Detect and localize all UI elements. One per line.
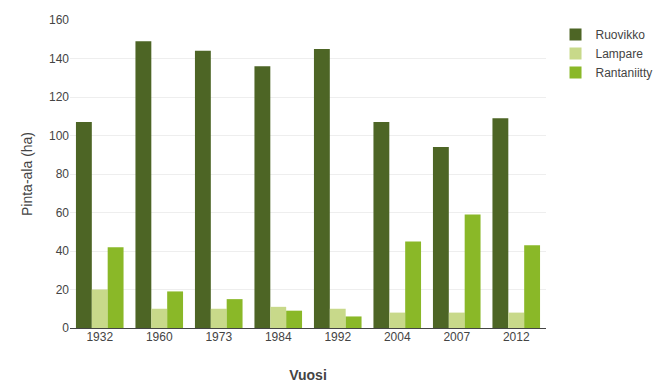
svg-text:1984: 1984 xyxy=(265,330,292,344)
svg-text:1992: 1992 xyxy=(324,330,351,344)
svg-text:Vuosi: Vuosi xyxy=(289,367,327,383)
svg-text:Lampare: Lampare xyxy=(596,47,644,61)
svg-text:1932: 1932 xyxy=(86,330,113,344)
svg-text:160: 160 xyxy=(49,13,69,27)
svg-text:Ruovikko: Ruovikko xyxy=(596,28,646,42)
svg-text:0: 0 xyxy=(62,321,69,335)
svg-text:120: 120 xyxy=(49,90,69,104)
svg-text:40: 40 xyxy=(56,244,70,258)
svg-text:1973: 1973 xyxy=(205,330,232,344)
svg-text:60: 60 xyxy=(56,206,70,220)
svg-text:1960: 1960 xyxy=(146,330,173,344)
svg-text:100: 100 xyxy=(49,129,69,143)
svg-text:2007: 2007 xyxy=(443,330,470,344)
svg-text:Rantaniitty: Rantaniitty xyxy=(596,66,653,80)
svg-text:2012: 2012 xyxy=(503,330,530,344)
svg-text:20: 20 xyxy=(56,283,70,297)
svg-text:2004: 2004 xyxy=(384,330,411,344)
svg-text:140: 140 xyxy=(49,52,69,66)
svg-text:80: 80 xyxy=(56,167,70,181)
svg-text:Pinta-ala (ha): Pinta-ala (ha) xyxy=(19,132,35,216)
